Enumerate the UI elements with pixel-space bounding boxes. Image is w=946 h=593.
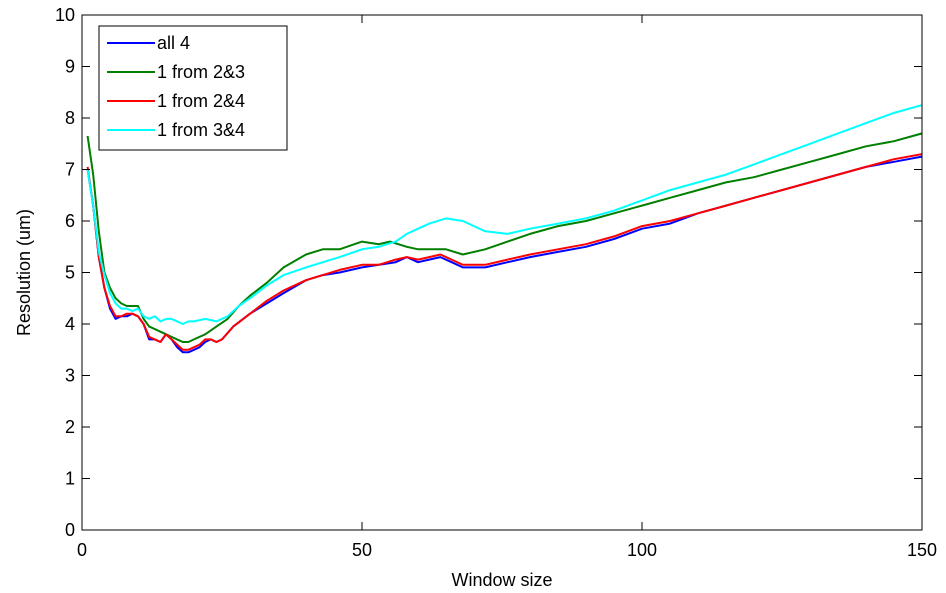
series-line-3 (86, 153, 922, 351)
y-tick-label-3: 3 (65, 366, 75, 386)
y-tick-label-1: 1 (65, 469, 75, 489)
legend-label-1: all 4 (157, 33, 190, 53)
legend-label-3: 1 from 2&4 (157, 91, 245, 111)
y-tick-label-7: 7 (65, 160, 75, 180)
y-tick-label-5: 5 (65, 263, 75, 283)
x-tick-label-100: 100 (627, 540, 657, 560)
x-axis-label: Window size (451, 570, 552, 590)
y-tick-label-4: 4 (65, 314, 75, 334)
legend-label-2: 1 from 2&3 (157, 62, 245, 82)
y-tick-label-6: 6 (65, 211, 75, 231)
y-tick-label-9: 9 (65, 57, 75, 77)
series-line-4 (86, 104, 922, 325)
x-tick-label-0: 0 (77, 540, 87, 560)
y-tick-label-2: 2 (65, 417, 75, 437)
x-tick-label-150: 150 (907, 540, 937, 560)
x-tick-label-50: 50 (352, 540, 372, 560)
y-axis-label: Resolution (um) (14, 209, 34, 336)
series-layer (86, 104, 922, 354)
y-tick-label-8: 8 (65, 108, 75, 128)
legend-label-4: 1 from 3&4 (157, 120, 245, 140)
y-tick-label-10: 10 (55, 5, 75, 25)
legend: all 4 1 from 2&3 1 from 2&4 1 from 3&4 (98, 25, 288, 151)
axis-ticks: 0 50 100 150 0 1 2 3 4 5 6 7 8 9 10 (55, 5, 937, 560)
y-tick-label-0: 0 (65, 520, 75, 540)
series-line-2 (86, 132, 922, 343)
